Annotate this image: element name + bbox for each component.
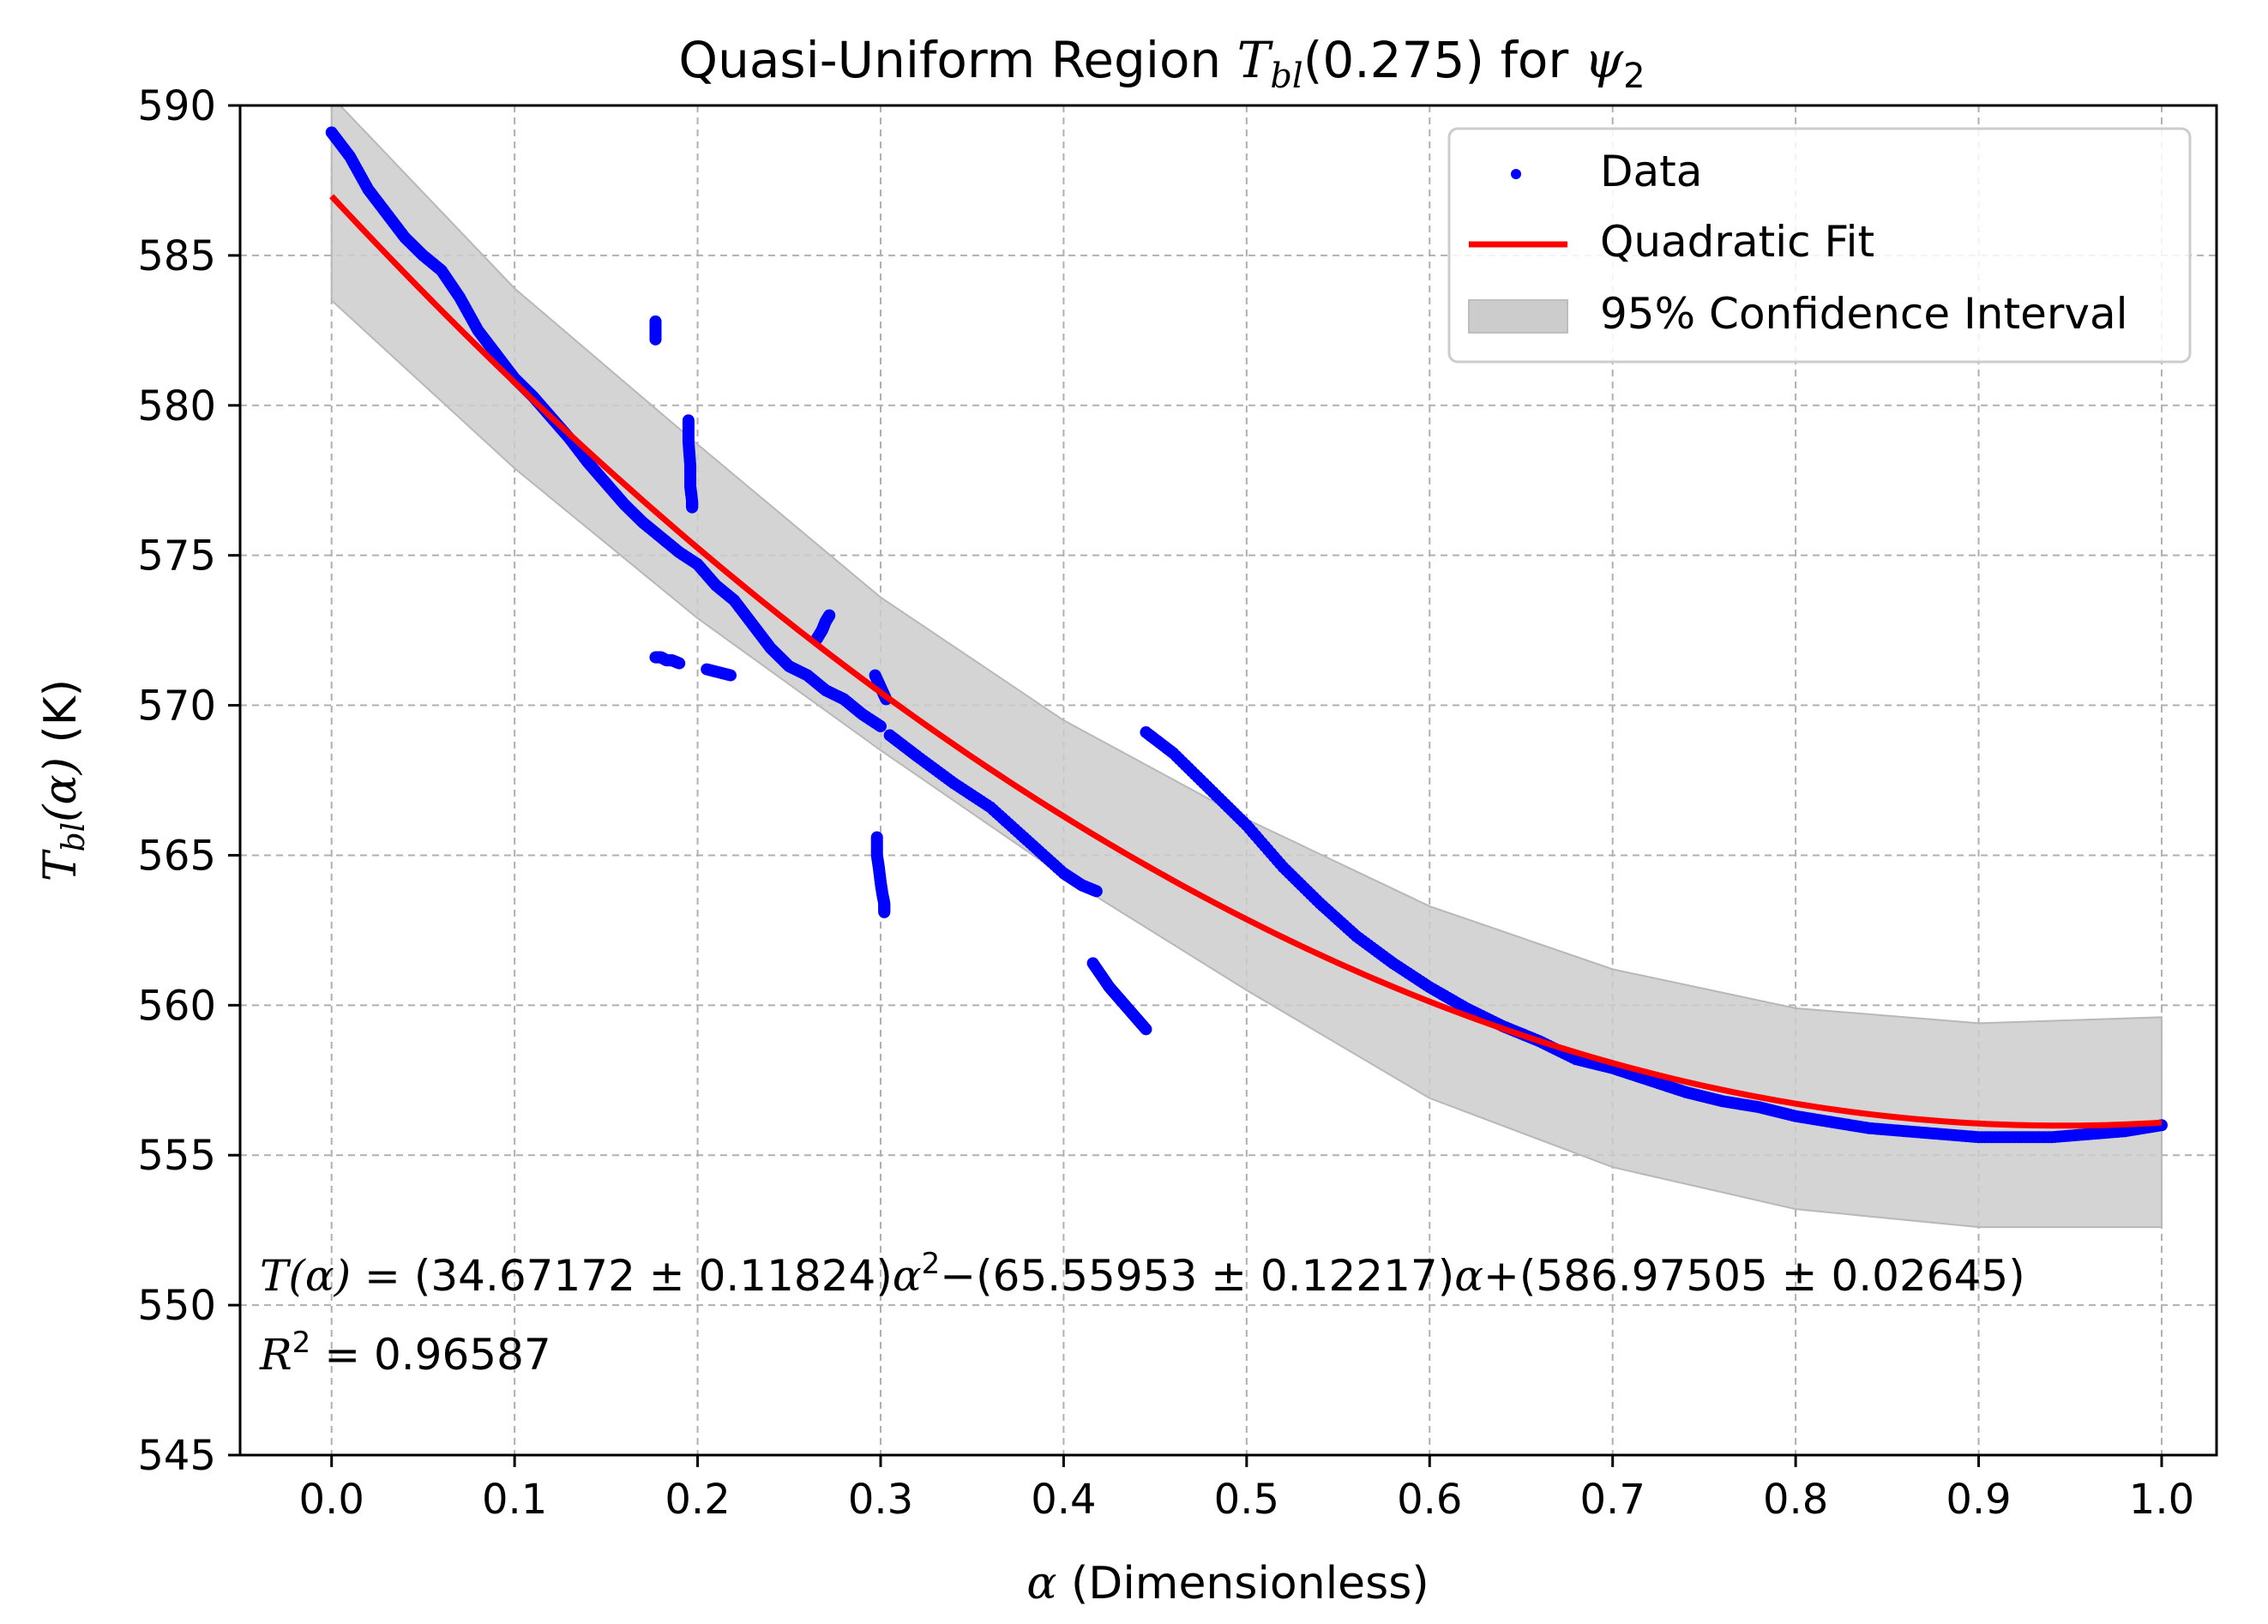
legend: Data Quadratic Fit 95% Confidence Interv…: [1447, 127, 2192, 364]
y-tick-label: 580: [137, 382, 216, 430]
confidence-band-layer: [330, 105, 2163, 1229]
data-point: [874, 720, 887, 733]
data-point: [1140, 1023, 1152, 1036]
x-axis-label: α (Dimensionless): [1026, 1558, 1429, 1609]
y-tick-label: 565: [137, 832, 216, 880]
y-tick-label: 550: [137, 1282, 216, 1330]
data-point: [724, 669, 737, 682]
fit-line: [329, 194, 2163, 1129]
plot-area: 0.0 0.1 0.2 0.3 0.4 0.5 0.6 0.7 0.8 0.9 1.0 545 550…: [137, 82, 2218, 1524]
x-tick-label: 0.1: [482, 1476, 547, 1524]
scatter-layer: [325, 126, 2168, 1144]
y-tick-label: 585: [137, 232, 216, 280]
x-tick-label: 0.9: [1946, 1476, 2011, 1524]
confidence-band: [330, 105, 2163, 1229]
x-tick-label: 0.0: [299, 1476, 364, 1524]
legend-data-marker: [1511, 169, 1521, 179]
x-axis-ticks: 0.0 0.1 0.2 0.3 0.4 0.5 0.6 0.7 0.8 0.9 1.0: [299, 1455, 2194, 1524]
legend-label-fit: Quadratic Fit: [1600, 217, 1874, 267]
legend-band-patch: [1468, 299, 1568, 334]
r-squared: R2 = 0.96587: [259, 1326, 551, 1380]
legend-box: [1447, 127, 2192, 364]
legend-label-data: Data: [1600, 147, 1702, 196]
fit-equation: T(α) = (34.67172 ± 0.11824)α2−(65.55953 …: [260, 1247, 2025, 1301]
x-tick-label: 0.8: [1763, 1476, 1828, 1524]
y-axis-ticks: 545 550 555 560 565 570 575 580 585 590: [137, 82, 240, 1480]
x-tick-label: 0.5: [1214, 1476, 1279, 1524]
data-point: [673, 657, 686, 670]
x-tick-label: 0.4: [1031, 1476, 1096, 1524]
x-tick-label: 0.3: [848, 1476, 913, 1524]
x-tick-label: 0.2: [665, 1476, 730, 1524]
data-point: [649, 315, 662, 328]
y-tick-label: 575: [137, 532, 216, 580]
fit-layer: [329, 194, 2163, 1129]
y-tick-label: 590: [137, 82, 216, 130]
x-tick-label: 0.6: [1397, 1476, 1462, 1524]
chart-title: Quasi-Uniform Region Tbl(0.275) for ψ2: [678, 31, 1645, 96]
x-tick-label: 0.7: [1580, 1476, 1645, 1524]
legend-label-band: 95% Confidence Interval: [1600, 289, 2128, 339]
data-point: [823, 609, 836, 622]
y-tick-label: 560: [137, 982, 216, 1030]
data-point: [1090, 885, 1103, 898]
x-tick-label: 1.0: [2129, 1476, 2194, 1524]
data-point: [686, 501, 699, 514]
axes-frame: [238, 104, 2218, 1457]
y-tick-label: 555: [137, 1132, 216, 1180]
y-axis-label: Tbl(α) (K): [35, 679, 92, 881]
y-tick-label: 570: [137, 683, 216, 731]
data-point: [878, 905, 891, 918]
y-tick-label: 545: [137, 1432, 216, 1480]
